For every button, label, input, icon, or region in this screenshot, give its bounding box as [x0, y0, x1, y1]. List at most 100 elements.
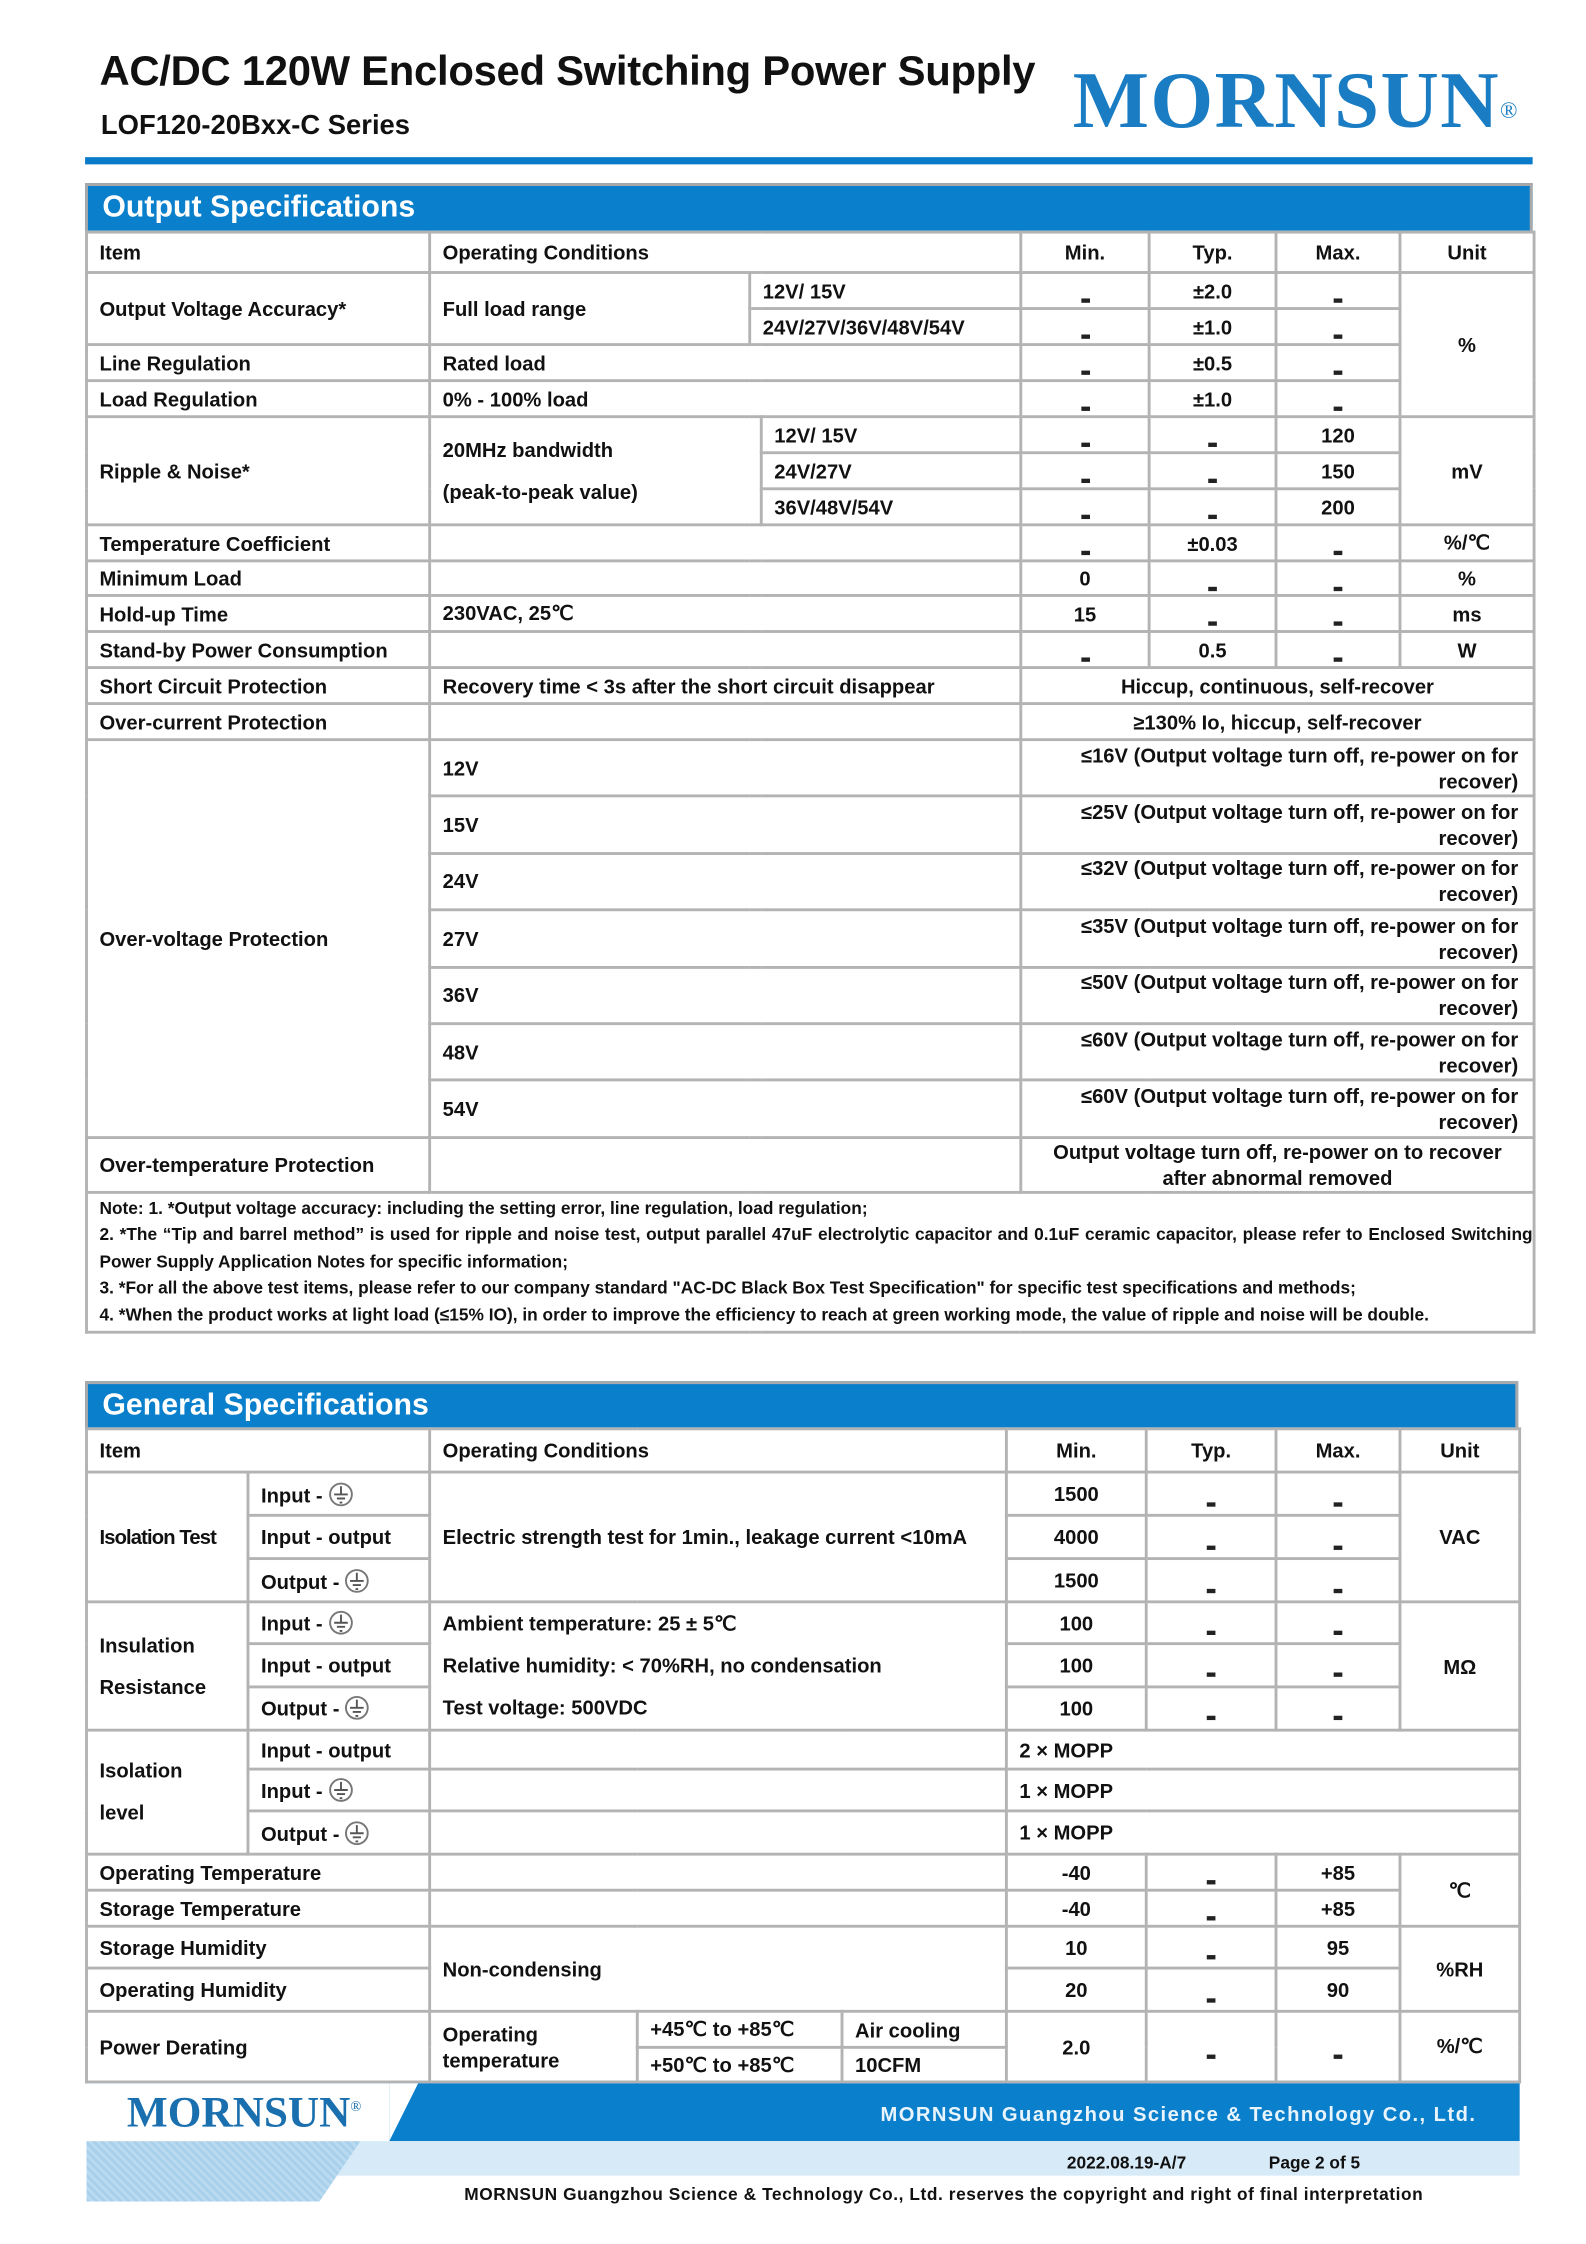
ova-max2: [1274, 307, 1402, 347]
ripple-typ2: [1147, 451, 1278, 491]
standby-max: [1274, 630, 1402, 669]
derating-range1: +45℃ to +85℃: [635, 2009, 844, 2049]
ovp-voltage: 36V: [428, 965, 1023, 1026]
line-min: [1019, 343, 1151, 383]
line-max: [1274, 343, 1402, 383]
isolation-test-min: 1500: [1004, 1470, 1148, 1517]
max: [1274, 1557, 1402, 1604]
footer-logo: MORNSUN®: [127, 2089, 361, 2138]
footer-date-revision: 2022.08.19-A/7: [1066, 2152, 1187, 2173]
ovp-value: ≤60V (Output voltage turn off, re-power …: [1019, 1078, 1536, 1139]
tempco-unit: %/℃: [1398, 523, 1536, 563]
isolation-level-value: 1 × MOPP: [1004, 1767, 1522, 1813]
typ: [1144, 1924, 1278, 1970]
load-max: [1274, 379, 1402, 419]
ripple-min2: [1019, 451, 1151, 491]
ripple-unit: mV: [1398, 415, 1536, 527]
ovp-value: ≤35V (Output voltage turn off, re-power …: [1019, 908, 1536, 969]
table-row: Storage Humidity Non-condensing 10 95 %R…: [85, 1924, 1522, 2013]
sub-label: Input -: [260, 1779, 323, 1803]
footer-hatch: [86, 2141, 361, 2202]
max: [1274, 1684, 1402, 1732]
ground-icon: [345, 1820, 370, 1845]
stor-temp-min: -40: [1004, 1888, 1148, 1928]
hum-unit: %RH: [1398, 1924, 1522, 2013]
dash: [1206, 2054, 1216, 2059]
derating-unit: %/℃: [1398, 2009, 1522, 2084]
header-max: Max.: [1274, 230, 1402, 274]
footer-page-number: Page 2 of 5: [1268, 2152, 1361, 2173]
table-row: 48V ≤60V (Output voltage turn off, re-po…: [87, 1022, 1536, 1082]
ripple-sub2: 24V/27V: [759, 451, 1023, 491]
isolation-level-item: Isolation level: [85, 1728, 250, 1856]
table-row: 24V/27V 150: [87, 451, 1535, 491]
standby-unit: W: [1398, 630, 1536, 669]
dash: [1206, 1588, 1216, 1593]
dash: [1333, 550, 1343, 556]
hum-cond: Non-condensing: [428, 1924, 1008, 2013]
scp-cond: Recovery time < 3s after the short circu…: [428, 666, 1023, 706]
dash: [1206, 1955, 1216, 1960]
registered-mark: ®: [350, 2099, 362, 2116]
op-hum-item: Operating Humidity: [85, 1966, 432, 2013]
insulation-unit: MΩ: [1398, 1600, 1522, 1732]
header-unit: Unit: [1398, 1427, 1522, 1474]
page-title: AC/DC 120W Enclosed Switching Power Supp…: [99, 49, 1036, 96]
minload-typ: [1147, 559, 1278, 597]
typ: [1144, 1600, 1278, 1646]
stor-hum-min: 10: [1004, 1924, 1148, 1970]
dash: [1206, 1716, 1216, 1721]
isolation-test-min: 1500: [1004, 1557, 1148, 1604]
header-typ: Typ.: [1147, 230, 1278, 274]
table-row: 54V ≤60V (Output voltage turn off, re-po…: [87, 1078, 1536, 1139]
sub-output-ground: Output -: [246, 1557, 432, 1604]
header-min: Min.: [1004, 1427, 1148, 1474]
note-1: Note: 1. *Output voltage accuracy: inclu…: [99, 1197, 868, 1218]
dash: [1333, 586, 1343, 591]
table-row: Line Regulation Rated load ±0.5: [85, 343, 1535, 383]
stor-hum-item: Storage Humidity: [85, 1924, 432, 1970]
dash: [1333, 334, 1343, 339]
typ: [1144, 1966, 1278, 2013]
table-row: Ripple & Noise* 20MHz bandwidth (peak-to-…: [85, 415, 1536, 527]
holdup-max: [1274, 594, 1402, 633]
ovp-voltage: 54V: [428, 1078, 1023, 1139]
dash: [1208, 586, 1217, 591]
table-row: Output - 1500: [87, 1557, 1520, 1604]
sub-input-ground: Input -: [246, 1767, 432, 1813]
ova-max1: [1274, 271, 1402, 310]
table-header-row: Item Operating Conditions Min. Typ. Max.…: [85, 230, 1536, 274]
tempco-cond: [428, 523, 1023, 563]
load-item: Load Regulation: [85, 379, 432, 419]
sub-label: Output -: [260, 1569, 340, 1593]
isolation-level-cond: [428, 1767, 1008, 1813]
note-2: 2. *The “Tip and barrel method” is used …: [99, 1224, 1533, 1272]
standby-min: [1019, 630, 1151, 669]
table-row: Isolation Test Input - Electric strength…: [85, 1470, 1522, 1604]
dash: [1333, 1716, 1343, 1721]
ripple-typ1: [1147, 415, 1278, 455]
ovp-voltage: 15V: [428, 794, 1023, 855]
tempco-min: [1019, 523, 1151, 563]
table-row: Short Circuit Protection Recovery time <…: [85, 666, 1536, 706]
ova-min1: [1019, 271, 1151, 310]
item-line: Isolation: [99, 1758, 183, 1783]
dash: [1080, 370, 1090, 375]
isolation-level-value: 1 × MOPP: [1004, 1809, 1522, 1856]
minload-unit: %: [1398, 559, 1536, 597]
dash: [1333, 406, 1343, 411]
dash: [1333, 1501, 1343, 1506]
max: [1274, 2009, 1402, 2084]
cond-line: temperature: [442, 2048, 560, 2072]
header-item: Item: [85, 230, 432, 274]
dash: [1206, 1673, 1216, 1678]
derating-cond: Operating temperature: [428, 2009, 639, 2084]
insulation-item: Insulation Resistance: [85, 1600, 250, 1732]
footer-company: MORNSUN Guangzhou Science & Technology C…: [880, 2102, 1477, 2126]
holdup-cond: 230VAC, 25℃: [428, 594, 1023, 633]
holdup-item: Hold-up Time: [85, 594, 432, 633]
holdup-min: 15: [1019, 594, 1151, 633]
sub-input-output: Input - output: [246, 1642, 432, 1688]
header-item: Item: [85, 1427, 432, 1474]
cond-line: Operating: [442, 2022, 538, 2046]
